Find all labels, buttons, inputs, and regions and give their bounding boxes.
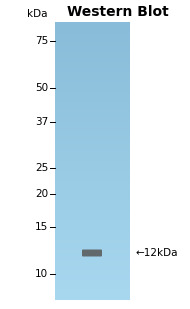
Text: ←12kDa: ←12kDa [135,248,177,258]
Text: 25: 25 [35,163,48,173]
Text: 20: 20 [35,189,48,199]
Text: 15: 15 [35,222,48,232]
Text: 10: 10 [35,269,48,279]
Text: kDa: kDa [28,9,48,19]
FancyBboxPatch shape [82,249,102,256]
Text: Western Blot: Western Blot [67,5,169,19]
Text: 50: 50 [35,83,48,92]
Text: 75: 75 [35,36,48,45]
Text: 37: 37 [35,117,48,127]
